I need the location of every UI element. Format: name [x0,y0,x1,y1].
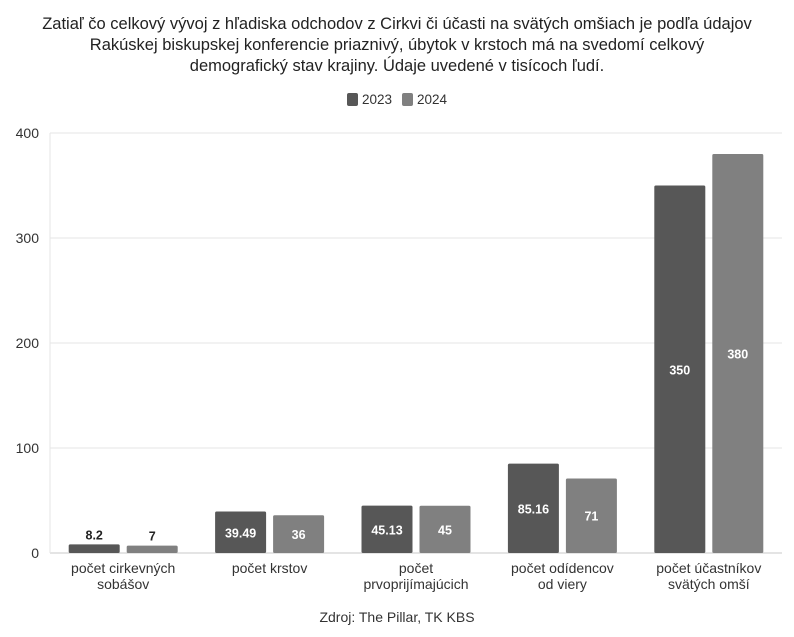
bar-2024-3 [565,478,617,553]
x-tick-label: počet odídencov [511,560,614,576]
chart-title-line-3: demografický stav krajiny. Údaje uvedené… [189,57,605,75]
bar-2024-2 [419,505,471,553]
data-label-2023-1: 39.49 [225,526,256,540]
chart-title-line-1: Zatiaľ čo celkový vývoj z hľadiska odcho… [42,15,752,33]
y-tick-label: 100 [16,440,40,456]
chart-title: Zatiaľ čo celkový vývoj z hľadiska odcho… [0,14,794,77]
y-tick-label: 200 [16,335,40,351]
legend-item-2023: 2023 [346,92,392,107]
data-label-2024-1: 36 [292,528,306,542]
data-label-2023-3: 85.16 [518,502,549,516]
x-tick-label: svätých omší [668,576,750,592]
legend-swatch-2024 [402,93,413,106]
chart-legend: 2023 2024 [0,92,794,107]
x-tick-label: počet krstov [232,560,307,576]
y-tick-label: 400 [16,125,40,141]
legend-item-2024: 2024 [402,92,447,107]
bar-2024-4 [712,154,764,553]
data-label-2023-4: 350 [669,363,690,377]
x-tick-label: sobášov [97,576,149,592]
bar-2024-0 [126,545,178,553]
data-label-2024-2: 45 [438,523,452,537]
x-tick-label: počet cirkevných [71,560,175,576]
data-label-2024-0: 7 [149,530,156,544]
x-tick-label: počet účastníkov [656,560,761,576]
legend-swatch-2023 [346,93,358,106]
bar-2023-0 [68,544,120,553]
legend-label-2023: 2023 [361,92,392,107]
y-tick-label: 300 [16,230,40,246]
bar-2023-4 [654,185,706,553]
x-tick-label: počet [399,560,433,576]
data-label-2023-2: 45.13 [371,523,402,537]
y-tick-label: 0 [31,545,39,561]
bar-2023-2 [361,505,413,553]
data-label-2024-3: 71 [584,510,598,524]
chart-source: Zdroj: The Pillar, TK KBS [319,609,475,625]
data-label-2023-0: 8.2 [86,528,103,542]
bar-2024-1 [273,515,325,553]
chart-title-line-2: Rakúskej biskupskej konferencie priazniv… [89,36,705,54]
x-tick-label: prvoprijímajúcich [363,576,468,592]
legend-label-2024: 2024 [417,92,448,107]
bar-2023-1 [215,511,267,553]
bar-2023-3 [507,463,559,553]
data-label-2024-4: 380 [727,348,748,362]
x-tick-label: od viery [538,576,587,592]
